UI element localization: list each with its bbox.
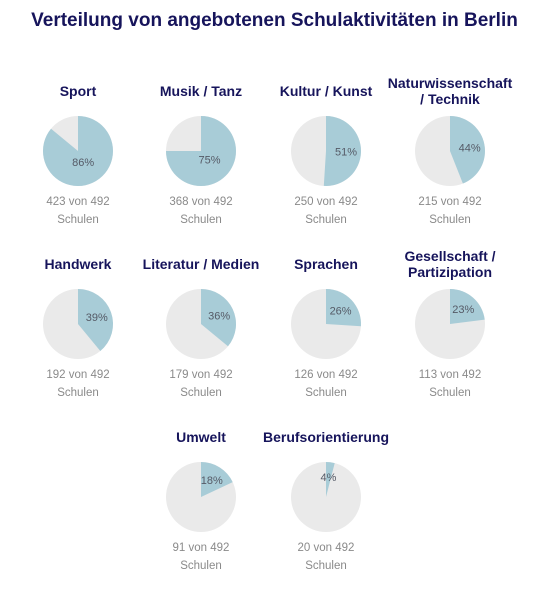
pie-cell-kultur-kunst: Kultur / Kunst 51% 250 von 492 Schulen: [264, 72, 388, 229]
pie-count-text: 20 von 492: [297, 542, 355, 554]
pie-title: Handwerk: [44, 256, 112, 272]
pie-slice: [450, 116, 485, 184]
pie-unit-text: Schulen: [57, 387, 99, 399]
pie-percent-label: 75%: [198, 154, 220, 166]
pie-chart: 23%: [415, 289, 485, 359]
pie-percent-label: 51%: [335, 147, 357, 159]
pie-percent-label: 26%: [330, 305, 352, 317]
pie-percent-label: 36%: [208, 310, 230, 322]
pie-caption: 423 von 492 Schulen: [16, 193, 140, 229]
pie-caption: 20 von 492 Schulen: [264, 539, 388, 575]
pie-count-text: 179 von 492: [169, 369, 233, 381]
pie-slice: [450, 289, 485, 324]
pie-count-text: 423 von 492: [46, 196, 110, 208]
pie-percent-label: 44%: [459, 142, 481, 154]
pie-percent-label: 18%: [201, 475, 223, 487]
pie-chart: 36%: [166, 289, 237, 359]
pie-chart: 51%: [291, 116, 362, 186]
pie-unit-text: Schulen: [429, 214, 471, 226]
pie-chart: 44%: [415, 116, 485, 186]
pie-unit-text: Schulen: [180, 387, 222, 399]
pie-title: Sport: [59, 83, 97, 99]
pie-cell-sport: Sport 86% 423 von 492 Schulen: [16, 72, 140, 229]
pie-slice: [42, 116, 113, 186]
pie-caption: 250 von 492 Schulen: [264, 193, 388, 229]
pie-percent-label: 86%: [72, 157, 94, 169]
pie-count-text: 113 von 492: [418, 369, 482, 381]
pie-cell-handwerk: Handwerk 39% 192 von 492 Schulen: [16, 245, 140, 402]
pie-caption: 368 von 492 Schulen: [139, 193, 263, 229]
pie-percent-label: 4%: [321, 472, 337, 484]
pie-slice: [323, 116, 362, 186]
pie-caption: 179 von 492 Schulen: [139, 366, 263, 402]
pie-cell-berufsorientierung: Berufsorientierung 4% 20 von 492 Schulen: [263, 418, 390, 575]
pie-count-text: 215 von 492: [418, 196, 482, 208]
pie-chart: 39%: [43, 289, 114, 359]
pie-title: Naturwissenschaft / Technik: [387, 75, 513, 107]
pie-unit-text: Schulen: [57, 214, 99, 226]
pie-caption: 113 von 492 Schulen: [388, 366, 512, 402]
pie-title: Sprachen: [294, 256, 358, 272]
pie-unit-text: Schulen: [305, 214, 347, 226]
pie-cell-literatur-medien: Literatur / Medien 36% 179 von 492 Schulen: [139, 245, 263, 402]
pie-unit-text: Schulen: [429, 387, 471, 399]
pie-count-text: 192 von 492: [46, 369, 110, 381]
pie-count-text: 368 von 492: [169, 196, 233, 208]
pie-title: Musik / Tanz: [159, 83, 243, 99]
pie-percent-label: 23%: [452, 304, 474, 316]
pie-slice: [166, 116, 236, 186]
pie-count-text: 91 von 492: [172, 542, 230, 554]
pie-count-text: 126 von 492: [294, 369, 358, 381]
pie-unit-text: Schulen: [305, 387, 347, 399]
pie-title: Literatur / Medien: [142, 256, 260, 272]
pie-title: Berufsorientierung: [263, 429, 390, 445]
pie-count-text: 250 von 492: [294, 196, 358, 208]
pie-chart: 86%: [42, 116, 113, 186]
pie-unit-text: Schulen: [180, 214, 222, 226]
pie-title: Kultur / Kunst: [279, 83, 373, 99]
pie-chart: 75%: [166, 116, 236, 186]
pie-cell-umwelt: Umwelt 18% 91 von 492 Schulen: [139, 418, 263, 575]
pie-unit-text: Schulen: [305, 560, 347, 572]
pie-unit-text: Schulen: [180, 560, 222, 572]
pie-slice: [201, 289, 237, 347]
pie-title: Gesellschaft / Partizipation: [404, 248, 496, 280]
pie-slice: [78, 289, 114, 351]
pie-caption: 91 von 492 Schulen: [139, 539, 263, 575]
pie-chart: 26%: [291, 289, 361, 359]
pie-caption: 192 von 492 Schulen: [16, 366, 140, 402]
pie-cell-naturwissenschaft-technik: Naturwissenschaft / Technik 44% 215 von 49…: [388, 72, 512, 229]
pie-slice: [201, 462, 233, 497]
pie-cell-musik-tanz: Musik / Tanz 75% 368 von 492 Schulen: [139, 72, 263, 229]
pie-title: Umwelt: [176, 429, 226, 445]
pie-slice: [326, 462, 335, 497]
pie-caption: 126 von 492 Schulen: [264, 366, 388, 402]
pie-chart: 18%: [166, 462, 236, 532]
chart-title: Verteilung von angebotenen Schulaktivitä…: [31, 10, 518, 31]
pie-percent-label: 39%: [86, 312, 108, 324]
pie-slice: [326, 289, 361, 327]
pie-cell-sprachen: Sprachen 26% 126 von 492 Schulen: [264, 245, 388, 402]
pie-caption: 215 von 492 Schulen: [388, 193, 512, 229]
pie-cell-gesellschaft-partizipation: Gesellschaft / Partizipation 23% 113 von 4…: [388, 245, 512, 402]
pie-chart: 4%: [291, 462, 361, 532]
